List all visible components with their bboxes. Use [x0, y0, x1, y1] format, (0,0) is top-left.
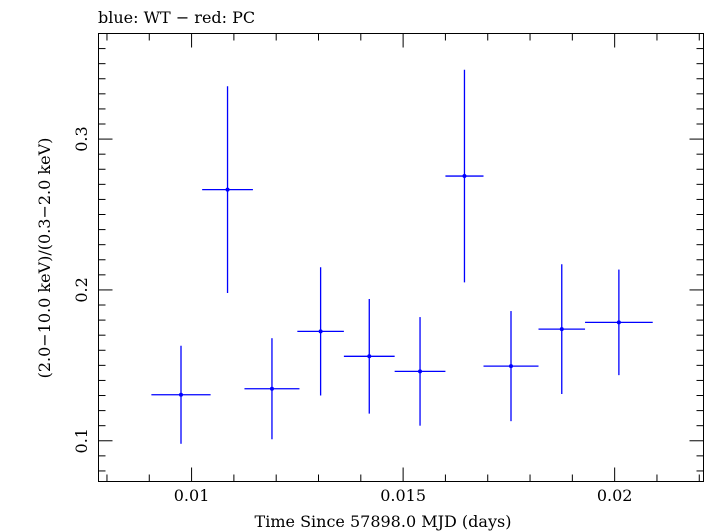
data-point: [202, 86, 253, 293]
point-marker: [509, 364, 513, 369]
y-tick-label: 0.1: [72, 428, 91, 453]
y-tick-label: 0.3: [72, 126, 91, 151]
x-tick-label: 0.01: [174, 486, 210, 505]
x-tick-label: 0.015: [380, 486, 426, 505]
point-marker: [559, 327, 564, 332]
chart-title: blue: WT − red: PC: [98, 8, 255, 27]
x-tick-label: 0.02: [597, 486, 633, 505]
point-marker: [225, 187, 230, 192]
point-marker: [318, 329, 323, 334]
data-point: [445, 69, 484, 283]
y-tick-label: 0.2: [72, 277, 91, 302]
point-marker: [462, 174, 467, 179]
x-axis-label: Time Since 57898.0 MJD (days): [255, 512, 512, 531]
y-axis-ticks: 0.1 0.2 0.3: [72, 48, 704, 472]
data-point: [343, 298, 395, 414]
data-point: [538, 264, 586, 395]
point-marker: [616, 320, 621, 325]
y-axis-label: (2.0−10.0 keV)/(0.3−2.0 keV): [35, 138, 54, 379]
data-point: [585, 269, 653, 376]
point-marker: [269, 386, 274, 391]
point-marker: [418, 369, 423, 374]
point-marker: [367, 354, 372, 359]
data-series: [151, 69, 653, 444]
plot-frame: [98, 33, 704, 482]
data-point: [244, 338, 300, 440]
data-point: [151, 345, 211, 444]
data-point: [483, 311, 539, 422]
point-marker: [179, 392, 183, 397]
x-axis-ticks: 0.01 0.015 0.02: [106, 33, 700, 505]
data-point: [297, 267, 344, 396]
data-point: [394, 317, 446, 426]
